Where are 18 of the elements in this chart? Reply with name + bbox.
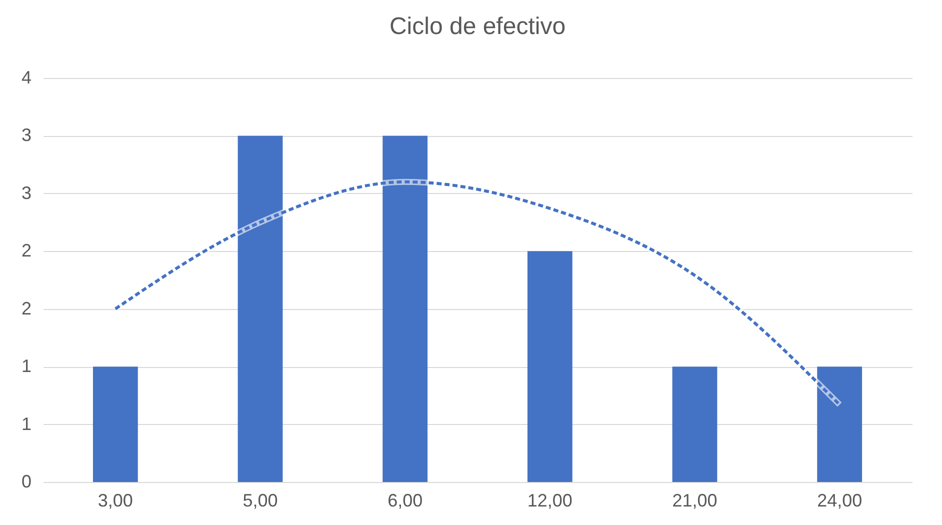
- chart-title: Ciclo de efectivo: [389, 13, 566, 40]
- x-tick-label: 21,00: [672, 490, 718, 510]
- y-tick-label: 4: [21, 68, 32, 88]
- x-tick-label: 3,00: [98, 490, 133, 510]
- y-tick-label: 3: [21, 125, 32, 146]
- bar: [92, 366, 138, 482]
- y-tick-label: 3: [21, 182, 32, 203]
- y-tick-label: 2: [21, 298, 32, 318]
- bar: [527, 251, 572, 482]
- x-tick-label: 5,00: [242, 490, 278, 510]
- y-tick-label: 0: [21, 472, 32, 492]
- y-tick-label: 1: [21, 356, 32, 376]
- y-tick-label: 1: [21, 414, 32, 434]
- x-tick-label: 6,00: [388, 490, 423, 510]
- x-tick-label: 24,00: [817, 490, 862, 510]
- bar: [672, 366, 718, 482]
- y-tick-label: 2: [21, 240, 32, 261]
- x-tick-label: 12,00: [527, 490, 572, 510]
